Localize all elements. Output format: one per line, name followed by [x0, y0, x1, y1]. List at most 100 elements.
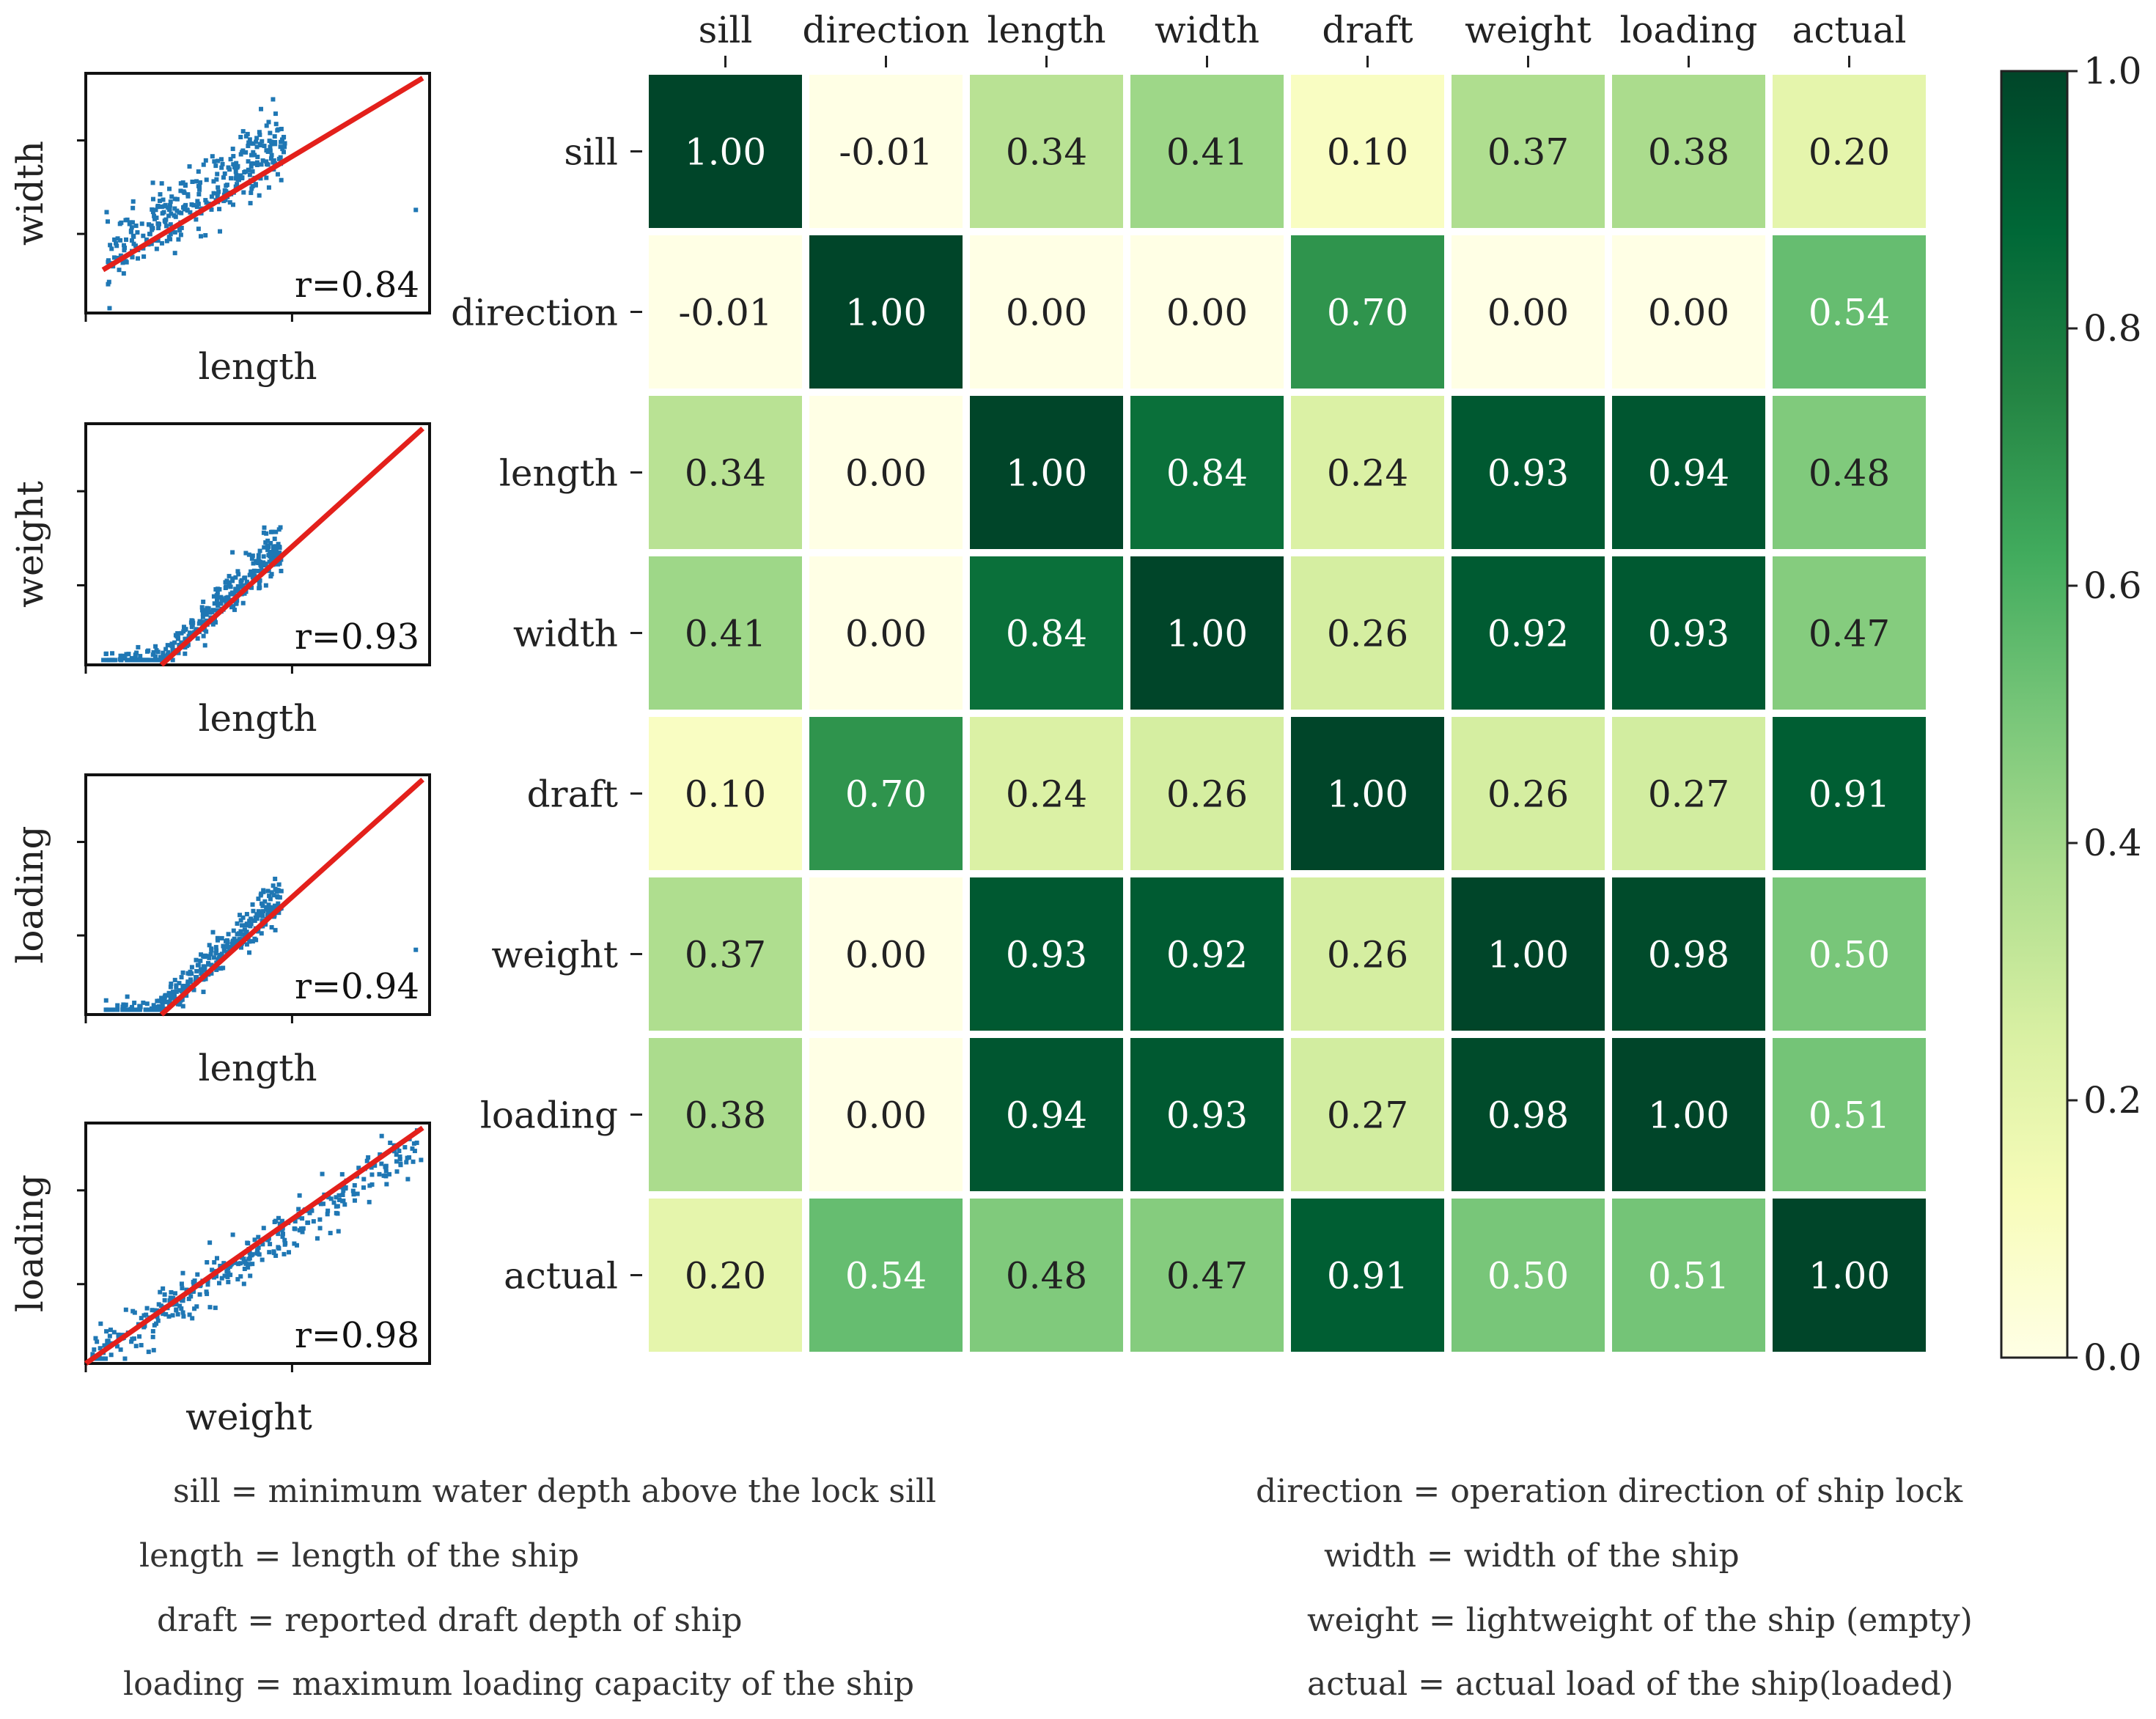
regression-line	[84, 1125, 424, 1366]
scatter-point	[169, 211, 174, 216]
heatmap-cell	[1291, 717, 1444, 870]
scatter-point	[340, 1192, 345, 1197]
heatmap-cell	[1291, 75, 1444, 228]
scatter-point	[166, 207, 172, 212]
scatter-point	[164, 993, 169, 998]
scatter-point	[161, 197, 166, 202]
scatter-point	[263, 562, 268, 567]
scatter-point	[397, 1157, 402, 1162]
scatter-point	[128, 228, 133, 233]
scatter-point	[132, 1001, 137, 1006]
heatmap-cell	[649, 717, 802, 870]
heatmap-cell	[1773, 556, 1926, 710]
scatter-point	[163, 999, 169, 1004]
scatter-point	[257, 913, 262, 918]
scatter-point	[222, 171, 227, 176]
scatter-point	[124, 237, 129, 242]
scatter-point	[174, 1307, 179, 1312]
scatter-point	[204, 200, 209, 205]
scatter-point	[188, 1294, 194, 1299]
scatter-point	[123, 1307, 128, 1312]
scatter-point	[240, 1255, 245, 1260]
scatter-point	[265, 910, 271, 916]
scatter-point	[162, 653, 167, 658]
scatter-point	[235, 584, 240, 589]
scatter-point	[272, 134, 277, 139]
scatter-point	[167, 203, 172, 208]
scatter-point	[230, 578, 235, 584]
scatter-point	[213, 945, 218, 950]
scatter-point	[265, 162, 271, 167]
scatter-point	[174, 1302, 179, 1307]
scatter-point	[268, 540, 273, 545]
scatter-point	[213, 163, 218, 169]
scatter-point	[237, 177, 242, 183]
scatter-point	[260, 910, 265, 915]
scatter-point	[297, 1193, 302, 1198]
scatter-point	[317, 1217, 323, 1222]
scatter-point	[93, 1336, 98, 1341]
scatter-point	[279, 137, 284, 142]
scatter-point	[276, 527, 282, 532]
scatter-point	[170, 658, 175, 663]
scatter-point	[118, 253, 123, 258]
scatter-point	[150, 1329, 155, 1334]
heatmap-cell-value: 0.00	[845, 934, 927, 976]
scatter-point	[253, 183, 258, 188]
scatter-point	[250, 1252, 255, 1257]
heatmap-cell-value: 0.48	[1006, 1255, 1087, 1297]
scatter-point	[162, 996, 167, 1001]
scatter-point	[227, 167, 232, 172]
scatter-point	[282, 1251, 287, 1256]
scatter-point	[235, 569, 240, 574]
scatter-point	[250, 1262, 255, 1267]
heatmap-cell	[809, 1038, 963, 1191]
scatter-point	[230, 147, 235, 152]
scatter-point	[255, 155, 260, 160]
scatter-point	[255, 1248, 260, 1253]
scatter-point	[104, 658, 109, 663]
scatter-point	[112, 237, 117, 242]
heatmap-cell	[1612, 1038, 1765, 1191]
scatter-point	[237, 932, 242, 937]
scatter-point	[162, 1292, 167, 1297]
scatter-point	[179, 975, 184, 980]
scatter-point	[158, 655, 163, 660]
scatter-point	[131, 241, 136, 246]
scatter-point	[240, 176, 245, 181]
scatter-point	[292, 1241, 297, 1246]
scatter-point	[275, 888, 280, 893]
heatmap-cell	[1291, 556, 1444, 710]
scatter-point	[107, 306, 112, 311]
scatter-point	[189, 965, 194, 970]
scatter-point	[211, 191, 216, 196]
scatter-point	[204, 177, 209, 183]
scatter-point	[292, 1226, 297, 1231]
heatmap-cell-value: 0.47	[1166, 1255, 1248, 1297]
heatmap-cell	[970, 1199, 1123, 1352]
scatter-point	[241, 190, 246, 195]
scatter-point	[259, 162, 264, 167]
heatmap-cell	[1452, 396, 1605, 549]
scatter-point	[311, 1219, 316, 1224]
scatter-point	[314, 1236, 320, 1241]
heatmap-cell-value: 0.93	[1166, 1094, 1248, 1137]
scatter-point	[243, 930, 249, 935]
scatter-point	[160, 658, 165, 663]
scatter-point	[156, 658, 161, 663]
heatmap-cell-value: -0.01	[839, 131, 932, 174]
scatter-point	[236, 572, 241, 577]
scatter-point	[364, 1158, 369, 1163]
scatter-point	[257, 559, 262, 564]
scatter-point	[407, 1155, 412, 1160]
scatter-point	[214, 599, 219, 604]
scatter-point	[194, 968, 199, 973]
scatter-point	[210, 930, 216, 935]
scatter-point	[115, 1007, 120, 1012]
scatter-point	[166, 1314, 172, 1319]
scatter-point	[280, 1234, 285, 1239]
scatter-point	[247, 950, 252, 955]
scatter-point	[343, 1186, 348, 1191]
scatter-point	[195, 199, 200, 204]
scatter-point	[268, 1242, 273, 1247]
